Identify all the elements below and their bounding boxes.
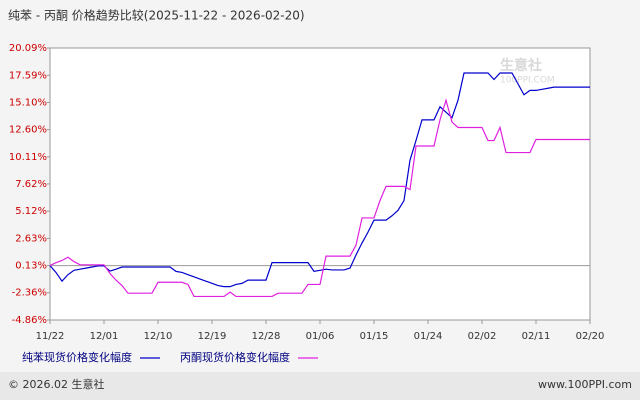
y-tick-label: 0.13% [15, 261, 47, 272]
x-tick-label: 01/06 [306, 331, 335, 342]
y-tick-label: 17.59% [9, 70, 47, 81]
x-tick-label: 01/15 [360, 331, 389, 342]
legend-label: 纯苯现货价格变化幅度 [22, 350, 132, 364]
footer-band [0, 372, 640, 400]
chart-title: 纯苯 - 丙酮 价格趋势比较(2025-11-22 - 2026-02-20) [8, 8, 305, 23]
y-tick-label: 7.62% [15, 179, 47, 190]
plot-area [49, 47, 591, 321]
x-tick-label: 02/20 [576, 331, 605, 342]
y-tick-label: 10.11% [9, 152, 47, 163]
x-tick-label: 02/11 [522, 331, 551, 342]
y-tick-label: -4.86% [12, 315, 47, 326]
legend-label: 丙酮现货价格变化幅度 [180, 350, 290, 364]
footer-right: www.100PPI.com [538, 378, 632, 391]
x-tick-label: 12/01 [90, 331, 119, 342]
y-tick-label: 5.12% [15, 206, 47, 217]
footer-left: © 2026.02 生意社 [8, 377, 104, 391]
x-tick-label: 11/22 [36, 331, 65, 342]
y-tick-label: 20.09% [9, 43, 47, 54]
watermark: 生意社 [500, 57, 542, 74]
y-tick-label: 12.60% [9, 125, 47, 136]
x-tick-label: 12/19 [198, 331, 227, 342]
series-line [49, 98, 590, 298]
series-line [49, 72, 590, 288]
x-tick-label: 01/24 [414, 331, 443, 342]
y-tick-label: 15.10% [9, 97, 47, 108]
x-tick-label: 12/28 [252, 331, 281, 342]
y-tick-label: 2.63% [15, 233, 47, 244]
x-tick-label: 12/10 [144, 331, 173, 342]
watermark-sub: 100PPI.COM [500, 76, 555, 86]
x-tick-label: 02/02 [468, 331, 497, 342]
y-tick-label: -2.36% [12, 288, 47, 299]
